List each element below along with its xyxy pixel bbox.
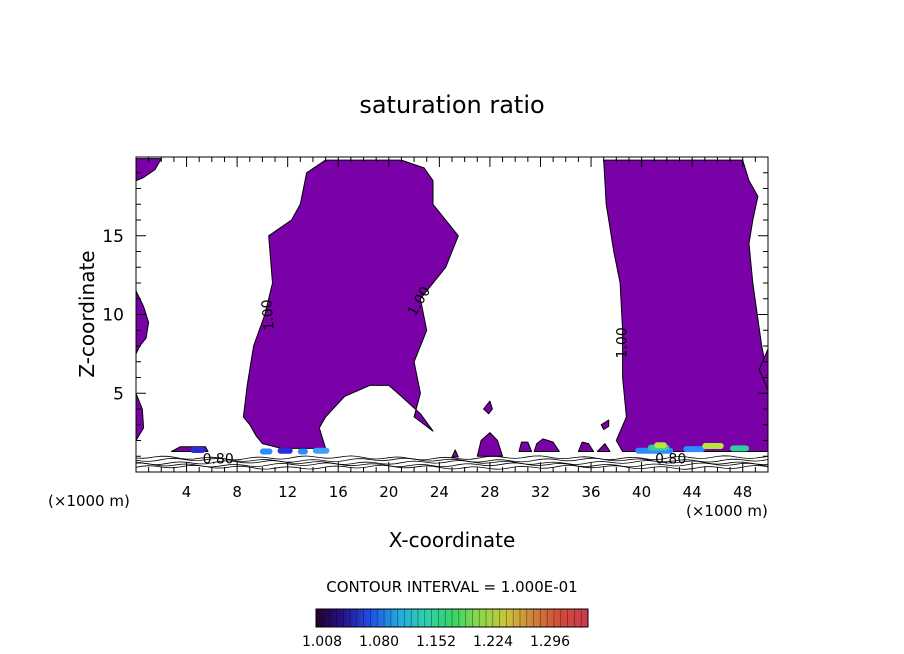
x-tick-label: 40 — [632, 483, 651, 501]
y-axis-label: Z-coordinate — [75, 250, 99, 377]
x-tick-label: 48 — [733, 483, 752, 501]
region-blob-right-low — [596, 443, 611, 452]
region-plume-left — [242, 159, 459, 449]
ground-contour-2 — [135, 460, 769, 466]
colorbar: 1.008 1.080 1.152 1.224 1.296 — [302, 608, 589, 650]
x-tick-labels: 4 8 12 16 20 24 28 32 36 40 44 48 — [182, 483, 752, 501]
hotspot-3 — [297, 448, 308, 455]
colorbar-labels: 1.008 1.080 1.152 1.224 1.296 — [302, 634, 570, 650]
y-tick-labels: 5 10 15 — [102, 227, 124, 405]
x-tick-label: 12 — [278, 483, 297, 501]
hotspot-1 — [259, 448, 273, 455]
hotspot-9 — [702, 443, 724, 450]
x-axis-label: X-coordinate — [389, 528, 516, 552]
chart-title: saturation ratio — [359, 91, 544, 119]
x-tick-label: 8 — [232, 483, 242, 501]
x-tick-label: 32 — [531, 483, 550, 501]
y-tick-label: 15 — [102, 227, 124, 247]
colorbar-label: 1.152 — [416, 634, 456, 650]
contour-label-0: 1.00 — [259, 299, 278, 331]
ground-contour-lines — [135, 455, 769, 470]
region-blob-25 — [451, 449, 459, 458]
hotspot-10 — [730, 445, 750, 452]
plot-area: 1.00 1.001.000.80 0.80 — [135, 156, 769, 473]
x-tick-label: 4 — [182, 483, 192, 501]
axis-ticks — [136, 157, 768, 472]
x-tick-label: 16 — [329, 483, 348, 501]
region-blob-35 — [577, 441, 595, 452]
x-tick-label: 36 — [581, 483, 600, 501]
hotspot-7 — [654, 442, 667, 449]
hotspot-4 — [312, 447, 330, 454]
colorbar-label: 1.080 — [359, 634, 399, 650]
ground-contour-1 — [136, 462, 769, 468]
supersaturation-hotspots — [190, 442, 750, 455]
colorbar-label: 1.224 — [473, 634, 513, 650]
x-tick-label: 20 — [379, 483, 398, 501]
contour-label-3: 0.80 — [203, 451, 234, 467]
region-blob-28-high — [483, 400, 493, 415]
contour-interval-caption: CONTOUR INTERVAL = 1.000E-01 — [326, 578, 577, 596]
hotspot-2 — [277, 447, 293, 454]
contour-labels: 1.00 1.001.000.80 0.80 — [203, 284, 687, 467]
contour-label-2: 1.00 — [614, 327, 630, 358]
colorbar-label: 1.008 — [302, 634, 342, 650]
region-blob-31 — [533, 438, 560, 452]
region-blob-36-high — [600, 419, 610, 430]
hotspot-8 — [683, 446, 705, 453]
colorbar-tick-marks — [315, 609, 589, 627]
region-blob-30 — [518, 441, 533, 452]
x-tick-label: 24 — [430, 483, 449, 501]
x-tick-label: 28 — [480, 483, 499, 501]
ground-contour-4 — [135, 455, 769, 461]
x-tick-label: 44 — [683, 483, 702, 501]
saturation-regions — [135, 158, 769, 458]
x-unit-label-left: (×1000 m) — [48, 492, 130, 510]
y-tick-label: 10 — [102, 306, 124, 326]
y-tick-label: 5 — [113, 384, 124, 404]
x-unit-label-right: (×1000 m) — [686, 502, 768, 520]
contour-label-4: 0.80 — [655, 451, 686, 467]
colorbar-label: 1.296 — [530, 634, 570, 650]
hotspot-0 — [190, 446, 206, 453]
region-plume-right — [603, 159, 769, 452]
ground-contour-3 — [135, 457, 769, 463]
